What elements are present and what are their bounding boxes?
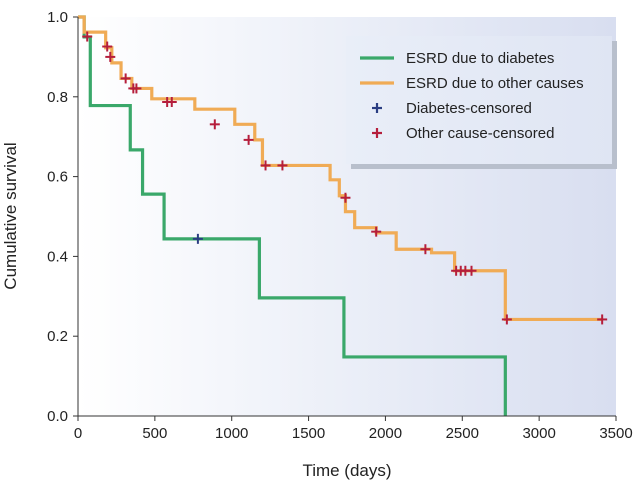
axes bbox=[77, 17, 616, 417]
legend-item: ESRD due to diabetes bbox=[360, 50, 554, 67]
censor-mark bbox=[260, 160, 271, 171]
censor-mark bbox=[166, 96, 177, 107]
censor-mark bbox=[131, 83, 142, 94]
legend-label: ESRD due to other causes bbox=[406, 75, 584, 92]
censor-mark bbox=[597, 314, 608, 325]
legend-cross-icon bbox=[372, 103, 382, 113]
censor-mark bbox=[340, 192, 351, 203]
censor-mark bbox=[209, 119, 220, 130]
legend-entries: ESRD due to diabetes ESRD due to other ca… bbox=[360, 50, 584, 142]
x-tick-label: 1000 bbox=[215, 425, 248, 442]
x-tick-label: 500 bbox=[142, 425, 167, 442]
y-tick-label: 1.0 bbox=[47, 9, 68, 26]
x-tick-label: 0 bbox=[74, 425, 82, 442]
censor-mark bbox=[192, 233, 203, 244]
x-tick-label: 3000 bbox=[522, 425, 555, 442]
censor-mark bbox=[501, 314, 512, 325]
censor-mark bbox=[371, 226, 382, 237]
legend-cross-icon bbox=[372, 128, 382, 138]
censor-mark bbox=[82, 31, 93, 42]
y-tick-label: 0.0 bbox=[47, 408, 68, 425]
y-ticks: 0.0 0.2 0.4 0.6 0.8 1.0 bbox=[47, 9, 78, 425]
censor-mark bbox=[105, 51, 116, 62]
censor-mark bbox=[277, 160, 288, 171]
y-tick-label: 0.2 bbox=[47, 328, 68, 345]
x-tick-label: 3500 bbox=[599, 425, 632, 442]
censor-markers bbox=[82, 31, 608, 325]
x-tick-label: 2500 bbox=[446, 425, 479, 442]
series-1-line bbox=[78, 15, 603, 322]
x-ticks: 0 500 1000 1500 2000 2500 3000 3500 bbox=[74, 416, 633, 442]
legend-item: ESRD due to other causes bbox=[360, 75, 584, 92]
x-axis-title: Time (days) bbox=[302, 461, 391, 480]
censor-mark bbox=[420, 244, 431, 255]
y-tick-label: 0.8 bbox=[47, 89, 68, 106]
x-tick-label: 1500 bbox=[292, 425, 325, 442]
censor-mark bbox=[466, 265, 477, 276]
censor-mark bbox=[243, 134, 254, 145]
legend: ESRD due to diabetes ESRD due to other ca… bbox=[346, 36, 617, 169]
censor-mark bbox=[102, 41, 113, 52]
y-tick-label: 0.6 bbox=[47, 169, 68, 186]
y-axis-title: Cumulative survival bbox=[1, 142, 20, 289]
legend-label: Other cause-censored bbox=[406, 125, 554, 142]
y-tick-label: 0.4 bbox=[47, 248, 68, 265]
legend-item: Other cause-censored bbox=[372, 125, 554, 142]
legend-label: Diabetes-censored bbox=[406, 100, 532, 117]
legend-label: ESRD due to diabetes bbox=[406, 50, 554, 67]
censor-mark bbox=[120, 73, 131, 84]
legend-item: Diabetes-censored bbox=[372, 100, 532, 117]
x-tick-label: 2000 bbox=[369, 425, 402, 442]
